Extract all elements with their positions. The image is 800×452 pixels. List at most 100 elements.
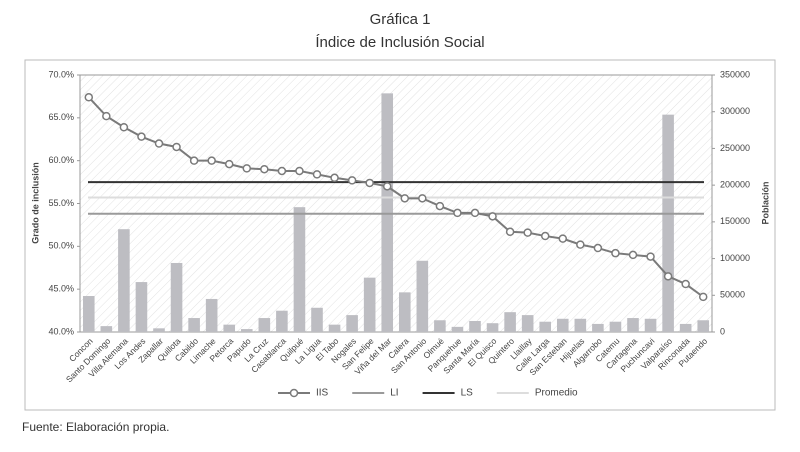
bar <box>153 328 165 332</box>
bar <box>135 282 148 332</box>
bar <box>521 315 534 332</box>
plot-area <box>79 74 713 333</box>
iis-marker <box>400 194 410 203</box>
y2-tick-label: 300000 <box>720 106 750 116</box>
bar <box>170 262 183 332</box>
iis-marker <box>523 228 532 237</box>
iis-marker <box>119 123 129 132</box>
bar <box>469 320 481 332</box>
y-axis-label: Grado de inclusión <box>30 162 40 244</box>
iis-marker <box>698 292 708 302</box>
iis-marker <box>576 240 585 249</box>
bar <box>223 324 236 332</box>
bar <box>346 315 358 332</box>
iis-marker <box>611 248 620 258</box>
y2-tick-label: 200000 <box>720 180 750 190</box>
bar <box>504 312 516 332</box>
bar <box>539 321 552 332</box>
bar <box>328 324 341 332</box>
iis-marker <box>593 243 603 253</box>
bar <box>311 307 323 332</box>
bar <box>644 318 657 332</box>
iis-marker <box>154 139 164 148</box>
y-tick-label: 70.0% <box>48 69 74 79</box>
chart: Gráfica 1 Índice de Inclusión Social Gra… <box>24 11 776 411</box>
bar <box>240 329 253 332</box>
iis-marker <box>242 164 252 173</box>
bar <box>451 326 464 332</box>
bar <box>592 323 604 332</box>
bar <box>416 260 429 332</box>
y-tick-label: 45.0% <box>48 284 74 294</box>
iis-marker <box>312 170 322 179</box>
bar <box>434 320 446 332</box>
y2-tick-label: 0 <box>720 326 725 336</box>
y2-tick-label: 350000 <box>720 69 750 79</box>
iis-marker <box>295 166 304 176</box>
iis-marker <box>418 194 427 203</box>
chart-frame <box>24 59 776 411</box>
chart-title: Gráfica 1 <box>370 11 431 28</box>
iis-marker <box>470 208 480 218</box>
bar <box>381 93 394 332</box>
iis-marker <box>453 208 462 218</box>
source-note: Fuente: Elaboración propia. <box>22 420 170 434</box>
bar <box>118 229 130 332</box>
bar <box>574 318 587 332</box>
iis-marker <box>102 111 111 121</box>
iis-marker <box>628 250 638 260</box>
bar <box>188 318 200 332</box>
y-tick-label: 60.0% <box>48 155 74 165</box>
iis-marker <box>137 132 146 141</box>
y-tick-label: 65.0% <box>48 112 74 122</box>
y2-tick-label: 50000 <box>720 290 745 300</box>
iis-marker <box>663 272 673 281</box>
iis-marker <box>382 182 392 191</box>
bar <box>697 320 710 332</box>
iis-marker <box>681 279 690 289</box>
iis-marker <box>172 142 181 152</box>
iis-marker <box>646 252 655 261</box>
legend-label: LS <box>461 388 474 399</box>
iis-marker <box>224 159 234 169</box>
iis-marker <box>488 212 497 221</box>
bar <box>276 310 288 332</box>
iis-marker <box>435 201 445 211</box>
y2-axis-label: Población <box>760 181 770 224</box>
bar <box>258 318 271 332</box>
bar <box>556 318 569 332</box>
bar <box>82 296 95 332</box>
iis-marker <box>330 173 339 183</box>
iis-marker <box>84 93 94 102</box>
bar <box>293 207 306 332</box>
bar <box>486 323 499 332</box>
chart-subtitle: Índice de Inclusión Social <box>315 34 484 51</box>
iis-marker <box>207 156 216 165</box>
iis-marker <box>558 234 568 243</box>
iis-marker <box>277 166 287 176</box>
legend-label: Promedio <box>535 388 578 399</box>
bar <box>609 321 622 332</box>
bar <box>662 114 674 332</box>
legend-label: LI <box>390 388 398 399</box>
iis-marker <box>347 176 357 185</box>
bar <box>100 326 113 332</box>
y2-tick-label: 250000 <box>720 143 750 153</box>
bar <box>205 298 218 332</box>
legend-label: IIS <box>316 388 329 399</box>
iis-marker <box>365 178 374 188</box>
iis-marker <box>505 227 515 237</box>
y2-tick-label: 150000 <box>720 216 750 226</box>
iis-marker <box>540 231 550 241</box>
bar <box>627 318 639 332</box>
legend-marker <box>289 388 299 398</box>
iis-marker <box>189 156 199 165</box>
y-tick-label: 40.0% <box>48 326 74 336</box>
iis-marker <box>260 164 269 174</box>
bar <box>679 323 692 332</box>
y2-tick-label: 100000 <box>720 253 750 263</box>
bar <box>398 292 411 332</box>
y-tick-label: 50.0% <box>48 241 74 251</box>
y-tick-label: 55.0% <box>48 198 74 208</box>
